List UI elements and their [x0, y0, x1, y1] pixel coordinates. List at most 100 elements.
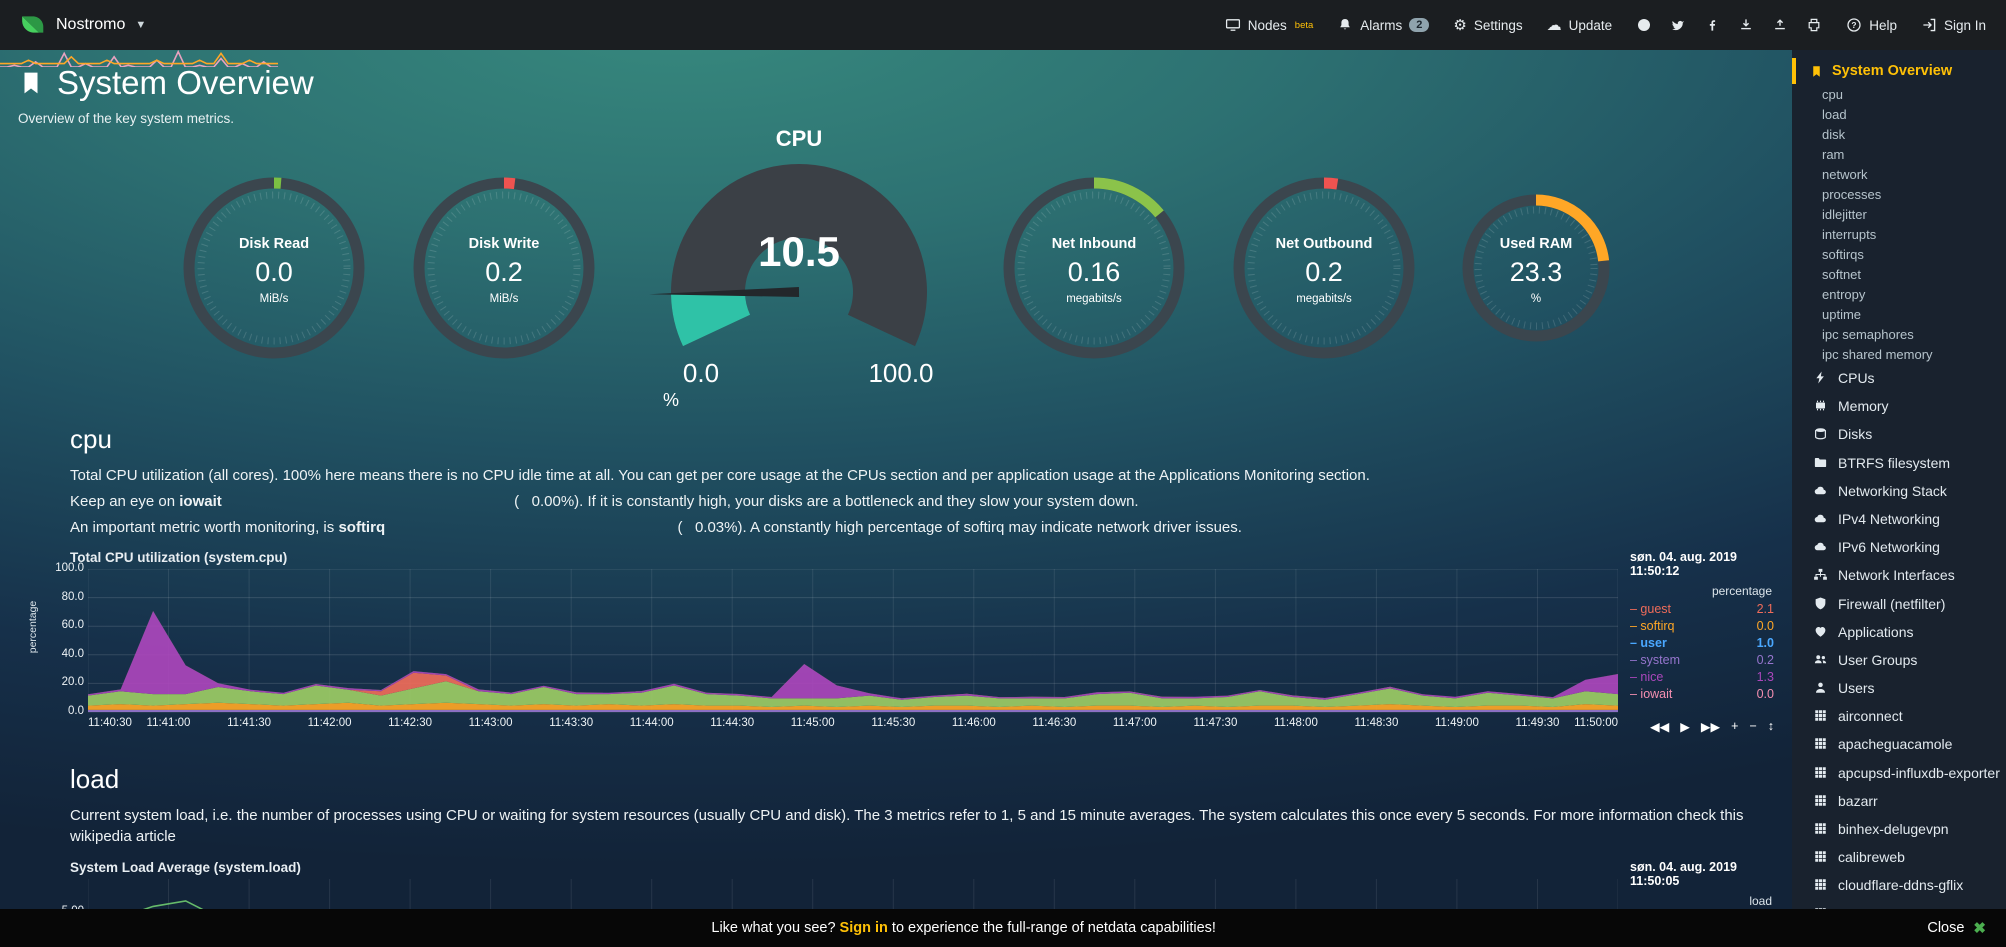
sidebar-item-cpus[interactable]: CPUs — [1792, 364, 2006, 392]
sidebar-item-ipv6-networking[interactable]: IPv6 Networking — [1792, 533, 2006, 561]
sidebar-item-users[interactable]: Users — [1792, 674, 2006, 702]
folder-icon — [1813, 455, 1828, 470]
gauge-used-ram[interactable]: Used RAM 23.3 % — [1461, 193, 1611, 348]
gauge-unit: MiB/s — [259, 292, 289, 305]
sidebar-item-firewall-netfilter-[interactable]: Firewall (netfilter) — [1792, 590, 2006, 618]
sidebar-item-ipc-semaphores[interactable]: ipc semaphores — [1822, 326, 1914, 342]
print-button[interactable] — [1806, 17, 1822, 33]
sidebar-item-disk[interactable]: disk — [1822, 126, 1846, 142]
github-button[interactable] — [1636, 17, 1652, 33]
cpu-chart-plot[interactable]: 0.0 20.0 40.0 60.0 80.0 100.0 11:40:30 11:41:00… — [55, 562, 1618, 730]
svg-text:11:42:00: 11:42:00 — [308, 717, 352, 729]
alarms-button[interactable]: Alarms 2 — [1337, 17, 1430, 33]
monitor-icon — [1225, 17, 1241, 33]
legend-row-guest[interactable]: – guest 2.1 — [1630, 602, 1774, 617]
nodes-button[interactable]: Nodes beta — [1225, 17, 1313, 33]
cpu-chart-toolbar: ◀◀ ▶ ▶▶ + − ↕ — [1630, 719, 1774, 734]
gauge-net-inbound[interactable]: Net Inbound 0.16 megabits/s — [1001, 175, 1187, 366]
legend-row-system[interactable]: – system 0.2 — [1630, 652, 1774, 667]
user-icon — [1813, 680, 1828, 695]
sidebar-item-ipc-shared-memory[interactable]: ipc shared memory — [1822, 346, 1933, 362]
chart-time: 11:50:05 — [1630, 874, 1680, 888]
sidebar-item-entropy[interactable]: entropy — [1822, 286, 1866, 302]
cloud-icon — [1813, 483, 1828, 498]
sidebar-item-calibreweb[interactable]: calibreweb — [1792, 843, 2006, 871]
iowait-sparkline[interactable] — [0, 50, 507, 509]
twitter-button[interactable] — [1670, 17, 1686, 33]
cloud-icon — [1813, 511, 1828, 526]
legend-row-nice[interactable]: – nice 1.3 — [1630, 669, 1774, 684]
gauge-net-outbound[interactable]: Net Outbound 0.2 megabits/s — [1231, 175, 1417, 366]
gauge-disk-write[interactable]: Disk Write 0.2 MiB/s — [411, 175, 597, 366]
zoom-out-button[interactable]: − — [1749, 718, 1757, 733]
legend-row-user[interactable]: – user 1.0 — [1630, 636, 1774, 650]
cpu-gauge-value: 10.5 — [758, 228, 840, 275]
sidebar-item-softnet[interactable]: softnet — [1822, 266, 1862, 282]
sidebar-item-softirqs[interactable]: softirqs — [1822, 246, 1864, 262]
svg-text:11:47:30: 11:47:30 — [1193, 717, 1237, 729]
svg-text:11:49:30: 11:49:30 — [1516, 717, 1560, 729]
svg-text:11:43:00: 11:43:00 — [469, 717, 513, 729]
sidebar-item-load[interactable]: load — [1822, 106, 1847, 122]
sidebar-item-binhex-delugevpn[interactable]: binhex-delugevpn — [1792, 815, 2006, 843]
zoom-in-button[interactable]: + — [1731, 718, 1739, 733]
grid-icon — [1813, 708, 1828, 723]
update-button[interactable]: ☁ Update — [1546, 16, 1613, 34]
sidebar-item-interrupts[interactable]: interrupts — [1822, 226, 1877, 242]
load-section-description: Current system load, i.e. the number of … — [70, 806, 1744, 846]
sidebar-item-cloudflare-ddns-gflix[interactable]: cloudflare-ddns-gflix — [1792, 871, 2006, 899]
export-snapshot-button[interactable] — [1738, 17, 1754, 33]
sidebar-item-uptime[interactable]: uptime — [1822, 306, 1862, 322]
gauge-value: 0.2 — [485, 256, 523, 287]
softirq-sparkline[interactable] — [0, 52, 670, 535]
sidebar-item-networking-stack[interactable]: Networking Stack — [1792, 477, 2006, 505]
main-dashboard: System Overview Overview of the key syst… — [0, 50, 1792, 947]
sidebar-item-apacheguacamole[interactable]: apacheguacamole — [1792, 730, 2006, 758]
svg-text:11:48:30: 11:48:30 — [1354, 717, 1398, 729]
sidebar-item-idlejitter[interactable]: idlejitter — [1822, 206, 1867, 222]
sidebar-item-cpu[interactable]: cpu — [1822, 86, 1843, 102]
bookmark-icon — [18, 68, 44, 98]
play-button[interactable]: ▶ — [1680, 719, 1690, 734]
legend-row-iowait[interactable]: – iowait 0.0 — [1630, 686, 1774, 701]
sidebar-item-ipv4-networking[interactable]: IPv4 Networking — [1792, 505, 2006, 533]
sidebar-item-airconnect[interactable]: airconnect — [1792, 702, 2006, 730]
sidebar-item-ram[interactable]: ram — [1822, 146, 1845, 162]
facebook-button[interactable] — [1704, 17, 1720, 33]
github-icon — [1636, 17, 1652, 33]
signin-link[interactable]: Sign in — [839, 920, 888, 936]
banner-close-button[interactable]: Close ✖ — [1927, 920, 1986, 937]
svg-text:11:44:00: 11:44:00 — [630, 717, 674, 729]
gauge-disk-read[interactable]: Disk Read 0.0 MiB/s — [181, 175, 367, 366]
help-button[interactable]: Help — [1846, 17, 1897, 33]
svg-text:11:44:30: 11:44:30 — [710, 717, 754, 729]
resize-button[interactable]: ↕ — [1767, 718, 1774, 733]
cpu-chart-title: Total CPU utilization (system.cpu) — [70, 550, 288, 566]
sidebar-item-network-interfaces[interactable]: Network Interfaces — [1792, 561, 2006, 589]
sidebar-item-user-groups[interactable]: User Groups — [1792, 646, 2006, 674]
gauges-row: Disk Read 0.0 MiB/s Disk Write 0.2 MiB/s… — [0, 126, 1792, 410]
sidebar-item-disks[interactable]: Disks — [1792, 420, 2006, 448]
legend-row-softirq[interactable]: – softirq 0.0 — [1630, 619, 1774, 634]
sidebar-item-btrfs-filesystem[interactable]: BTRFS filesystem — [1792, 449, 2006, 477]
chart-time: 11:50:12 — [1630, 564, 1680, 579]
pan-backward-button[interactable]: ◀◀ — [1650, 719, 1670, 734]
banner-message: Like what you see? Sign in to experience… — [711, 920, 1216, 936]
cloud-download-icon: ☁ — [1546, 16, 1562, 34]
signin-button[interactable]: Sign In — [1921, 17, 1986, 33]
sidebar-item-processes[interactable]: processes — [1822, 186, 1882, 202]
sidebar-item-applications[interactable]: Applications — [1792, 618, 2006, 646]
sidebar-item-bazarr[interactable]: bazarr — [1792, 787, 2006, 815]
sidebar-item-apcupsd-influxdb-exporter[interactable]: apcupsd-influxdb-exporter — [1792, 759, 2006, 787]
node-selector[interactable]: Nostromo ▼ — [20, 12, 146, 38]
pan-forward-button[interactable]: ▶▶ — [1700, 719, 1721, 734]
close-icon: ✖ — [1973, 920, 1986, 937]
sidebar-item-memory[interactable]: Memory — [1792, 392, 2006, 420]
sidebar-item-network[interactable]: network — [1822, 166, 1868, 182]
import-snapshot-button[interactable] — [1772, 17, 1788, 33]
settings-button[interactable]: ⚙ Settings — [1453, 16, 1523, 34]
gauge-cpu[interactable]: CPU 10.5 0.0 100.0 % — [649, 126, 949, 415]
cpu-chart-legend: søn. 04. aug. 2019 11:50:12 percentage –… — [1618, 550, 1782, 733]
sidebar-item-system-overview[interactable]: System Overview — [1792, 58, 2006, 84]
gauge-label: Net Outbound — [1275, 235, 1373, 252]
